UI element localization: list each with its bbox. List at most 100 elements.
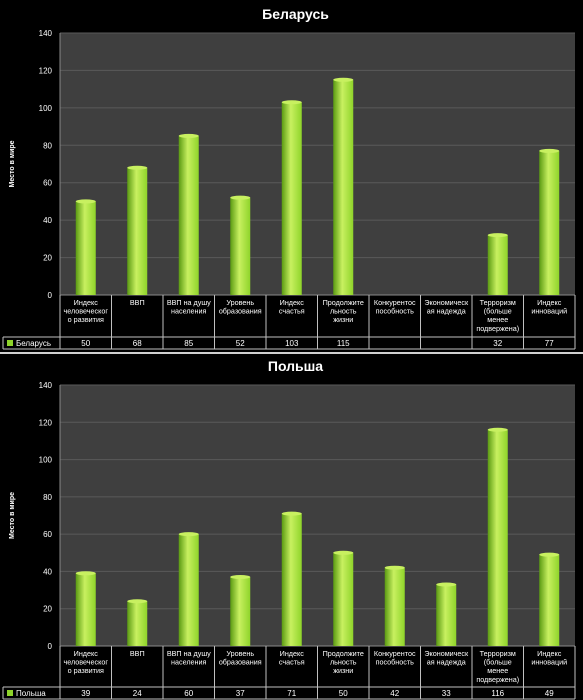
category-label: Уровень образования — [219, 298, 262, 316]
data-label: 116 — [491, 689, 504, 698]
bar-top — [333, 550, 354, 555]
data-label: 32 — [493, 339, 502, 348]
data-label: 42 — [390, 689, 399, 698]
bar-top — [178, 133, 199, 138]
bar — [539, 554, 560, 646]
bar-top — [127, 599, 148, 604]
bar-top — [75, 571, 96, 576]
bar-top — [75, 199, 96, 204]
chart-title: Польша — [268, 358, 323, 374]
y-tick-label: 60 — [43, 179, 52, 188]
category-label: ВВП на душу населения — [167, 649, 211, 667]
y-tick-label: 60 — [43, 530, 52, 539]
bar — [127, 167, 148, 295]
data-label: 50 — [81, 339, 90, 348]
y-tick-label: 140 — [39, 29, 53, 38]
data-label: 115 — [337, 339, 350, 348]
data-label: 85 — [184, 339, 193, 348]
chart-title: Беларусь — [262, 6, 329, 22]
data-label: 68 — [133, 339, 142, 348]
category-label: Уровень образования — [219, 649, 262, 667]
category-label: Индекс инноваций — [531, 298, 567, 316]
bar — [384, 567, 405, 646]
legend-swatch — [7, 340, 13, 346]
y-tick-label: 20 — [43, 254, 52, 263]
bar-top — [539, 148, 560, 153]
data-label: 49 — [545, 689, 554, 698]
bar — [487, 429, 508, 646]
category-label: Продолжите льность жизни — [323, 649, 364, 675]
bar — [230, 197, 251, 295]
bar — [178, 534, 199, 646]
bar — [127, 601, 148, 646]
bar — [75, 201, 96, 295]
bar-top — [487, 233, 508, 238]
legend-label: Польша — [16, 689, 46, 698]
data-label: 50 — [339, 689, 348, 698]
category-label: Индекс инноваций — [531, 649, 567, 667]
y-tick-label: 100 — [39, 104, 53, 113]
y-axis-label: Место в мире — [9, 492, 16, 539]
data-label: 52 — [236, 339, 245, 348]
bar — [75, 573, 96, 646]
category-label: Терроризм (больше менее подвержена) — [476, 298, 519, 333]
y-tick-label: 120 — [39, 66, 53, 75]
data-label: 103 — [285, 339, 299, 348]
category-label: Индекс человеческог о развития — [64, 298, 109, 324]
category-label: Конкурентос пособность — [374, 298, 416, 316]
category-label: Экономическ ая надежда — [424, 649, 469, 667]
data-label: 71 — [287, 689, 296, 698]
category-label: Терроризм (больше менее подвержена) — [476, 649, 519, 684]
bar-top — [281, 100, 302, 105]
data-label: 24 — [133, 689, 142, 698]
category-label: ВВП — [130, 298, 145, 307]
chart-poland: Польша 0 20 40 60 80 100 120 140 Место в мире Инде… — [0, 352, 583, 700]
category-label: Индекс человеческог о развития — [64, 649, 109, 675]
y-tick-label: 0 — [48, 642, 53, 651]
bar — [487, 235, 508, 295]
bar-top — [230, 195, 251, 200]
bar-top — [384, 565, 405, 570]
chart-poland-svg: Польша 0 20 40 60 80 100 120 140 Место в мире Инде… — [2, 358, 576, 700]
bar-top — [539, 552, 560, 557]
chart-belarus-svg: Беларусь 0 20 40 60 80 100 120 140 Место в мире Ин… — [2, 6, 576, 350]
y-tick-label: 0 — [48, 291, 53, 300]
bar-top — [436, 582, 457, 587]
category-label: Экономическ ая надежда — [424, 298, 469, 316]
category-label: Продолжите льность жизни — [323, 298, 364, 324]
category-label: ВВП на душу населения — [167, 298, 211, 316]
data-label: 77 — [545, 339, 554, 348]
bar — [539, 150, 560, 295]
chart-belarus: Беларусь 0 20 40 60 80 100 120 140 Место в мире Ин… — [2, 6, 576, 350]
legend-label: Беларусь — [16, 339, 51, 348]
legend-swatch — [7, 690, 13, 696]
bar-top — [487, 427, 508, 432]
y-tick-label: 100 — [39, 456, 53, 465]
category-label: ВВП — [130, 649, 145, 658]
category-label: Конкурентос пособность — [374, 649, 416, 667]
y-tick-label: 40 — [43, 567, 52, 576]
bar — [281, 513, 302, 646]
bar — [230, 577, 251, 646]
category-label: Индекс счастья — [279, 298, 305, 316]
y-tick-label: 80 — [43, 141, 52, 150]
bar — [333, 552, 354, 646]
bar-top — [281, 511, 302, 516]
y-tick-label: 140 — [39, 381, 53, 390]
bar-top — [230, 575, 251, 580]
data-label: 33 — [442, 689, 451, 698]
bar-top — [127, 165, 148, 170]
data-label: 39 — [81, 689, 90, 698]
data-label: 37 — [236, 689, 245, 698]
y-tick-label: 120 — [39, 418, 53, 427]
y-tick-label: 80 — [43, 493, 52, 502]
bar-top — [178, 532, 199, 537]
bar — [178, 135, 199, 295]
bar-top — [333, 77, 354, 82]
bar — [281, 102, 302, 295]
y-tick-label: 20 — [43, 605, 52, 614]
bar — [333, 79, 354, 296]
y-axis-label: Место в мире — [9, 140, 16, 187]
bar — [436, 584, 457, 646]
data-label: 60 — [184, 689, 193, 698]
